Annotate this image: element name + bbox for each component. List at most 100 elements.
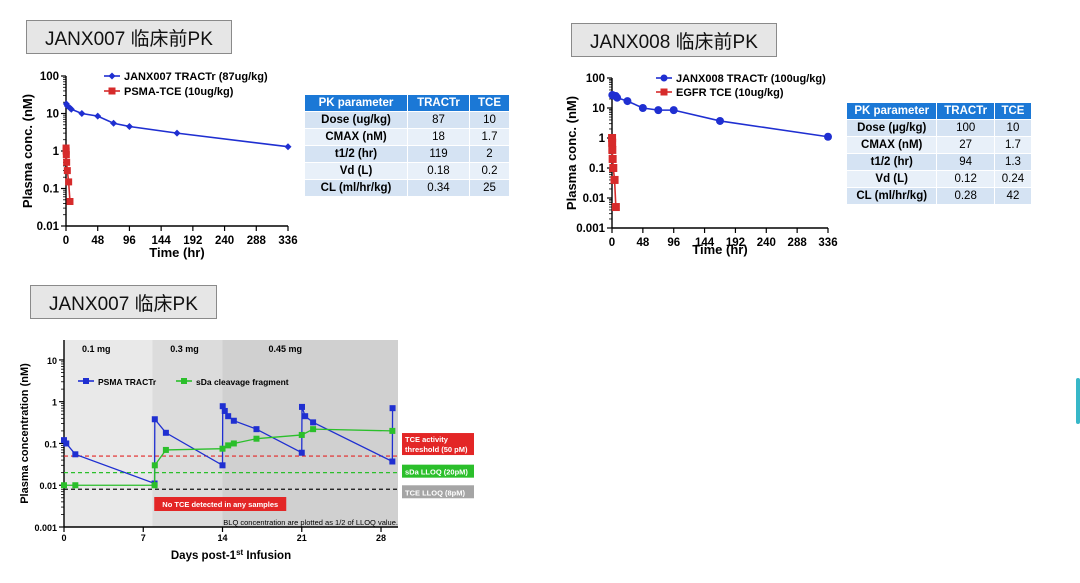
value-cell: 2 (469, 145, 510, 163)
data-point (660, 74, 668, 82)
x-tick-label: 7 (141, 533, 146, 543)
data-point (151, 482, 158, 489)
y-tick-label: 10 (47, 356, 57, 366)
x-tick-label: 48 (91, 235, 104, 247)
value-cell: 0.28 (936, 187, 995, 205)
x-tick-label: 48 (636, 237, 649, 249)
threshold-label: TCE activity (405, 435, 449, 444)
table-row: CL (ml/hr/kg) 0.28 42 (845, 187, 1033, 205)
data-point (61, 482, 67, 489)
table-row: CL (ml/hr/kg) 0.34 25 (304, 179, 510, 197)
dose-label: 0.45 mg (269, 344, 303, 354)
table-row: Vd (L) 0.18 0.2 (304, 162, 510, 180)
data-point (65, 178, 73, 186)
data-point (298, 403, 305, 410)
value-cell: 0.34 (407, 179, 470, 197)
table-header: PK parameter (304, 94, 408, 112)
data-point (660, 88, 668, 96)
data-point (310, 426, 317, 433)
sda-lloq-label: sDa LLOQ (20pM) (405, 468, 468, 477)
data-point (253, 435, 260, 442)
param-cell: t1/2 (hr) (304, 145, 408, 163)
threshold-label-box (402, 433, 474, 456)
dose-region (222, 340, 398, 527)
data-point (219, 445, 226, 452)
x-tick-label: 288 (247, 235, 267, 247)
data-point (298, 449, 305, 456)
x-axis-label: Time (hr) (149, 245, 204, 260)
janx007-pk-title: JANX007 临床前PK (26, 20, 232, 54)
data-point (716, 116, 724, 125)
data-point (63, 440, 70, 447)
data-point (63, 158, 71, 166)
table-row: t1/2 (hr) 119 2 (304, 145, 510, 163)
value-cell: 42 (993, 187, 1033, 205)
x-tick-label: 144 (152, 235, 172, 247)
y-tick-label: 100 (40, 71, 59, 83)
value-cell: 0.18 (407, 162, 470, 180)
x-tick-label: 14 (218, 533, 228, 543)
param-cell: CMAX (nM) (304, 128, 408, 146)
value-cell: 119 (407, 145, 470, 163)
param-cell: Vd (L) (845, 170, 938, 188)
value-cell: 1.7 (469, 128, 510, 146)
no-tce-label: No TCE detected in any samples (162, 500, 278, 509)
value-cell: 0.2 (469, 162, 510, 180)
data-point (225, 442, 232, 449)
y-tick-label: 10 (46, 109, 59, 121)
sda-lloq-box (402, 464, 474, 478)
legend-label: PSMA TRACTr (98, 377, 157, 387)
param-cell: CL (ml/hr/kg) (845, 187, 938, 205)
x-tick-label: 96 (123, 235, 136, 247)
data-point (94, 112, 102, 120)
x-axis-label: Time (hr) (692, 242, 747, 257)
table-header: PK parameter (845, 102, 938, 120)
data-point (219, 462, 226, 469)
data-point (66, 198, 74, 206)
y-tick-label: 0.1 (43, 184, 60, 196)
value-cell: 100 (936, 119, 995, 137)
data-point (83, 378, 89, 384)
param-cell: Vd (L) (304, 162, 408, 180)
y-axis-label: Plasma conc. (nM) (564, 96, 579, 210)
value-cell: 1.3 (993, 153, 1033, 171)
y-tick-label: 1 (52, 398, 57, 408)
data-point (221, 407, 228, 414)
table-row: Dose (ug/kg) 87 10 (304, 111, 510, 129)
x-tick-label: 96 (667, 237, 680, 249)
data-point (613, 93, 622, 102)
x-axis-label-sup: st (236, 548, 243, 557)
y-tick-label: 0.01 (37, 221, 60, 233)
data-point (62, 147, 70, 155)
data-point (125, 123, 133, 131)
data-point (72, 451, 79, 458)
data-point (108, 87, 116, 95)
data-point (181, 378, 187, 384)
data-point (298, 431, 305, 438)
blq-note: BLQ concentration are plotted as 1/2 of … (223, 518, 398, 527)
y-tick-label: 0.01 (39, 481, 57, 491)
value-cell: 87 (407, 111, 470, 129)
y-axis-label: Plasma concentration (nM) (19, 363, 31, 504)
x-axis-label-part: Infusion (243, 550, 291, 562)
param-cell: Dose (µg/kg) (845, 119, 938, 137)
legend-label: PSMA-TCE (10ug/kg) (124, 86, 234, 98)
data-point (610, 175, 619, 184)
data-point (608, 138, 617, 147)
x-tick-label: 192 (183, 235, 202, 247)
y-tick-label: 100 (586, 73, 605, 85)
data-point (162, 446, 169, 453)
x-tick-label: 192 (726, 237, 745, 249)
table-header: TRACTr (936, 102, 995, 120)
data-point (611, 203, 620, 212)
legend-label: JANX007 TRACTr (87ug/kg) (124, 71, 268, 83)
y-tick-label: 0.001 (34, 523, 57, 533)
param-cell: t1/2 (hr) (845, 153, 938, 171)
x-tick-label: 28 (376, 533, 386, 543)
value-cell: 18 (407, 128, 470, 146)
data-point (72, 482, 79, 489)
y-tick-label: 0.1 (589, 163, 606, 175)
x-axis-label-part: Days post-1 (171, 550, 237, 562)
tce-lloq-box (402, 485, 474, 499)
janx007-pk-table: PK parameter TRACTr TCE Dose (ug/kg) 87 … (304, 94, 510, 197)
